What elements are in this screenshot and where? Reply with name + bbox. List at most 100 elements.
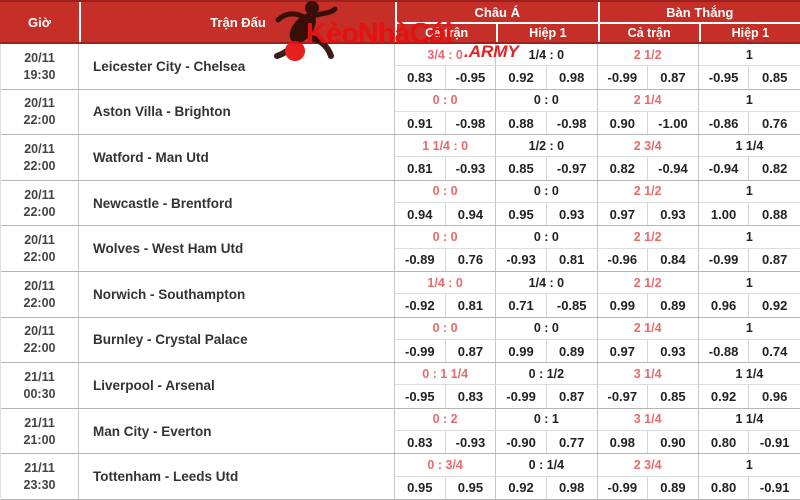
odds-goals-fulltime-over[interactable]: 0.97	[598, 203, 649, 226]
odds-asian-fulltime-away[interactable]: 0.83	[446, 385, 497, 408]
odds-goals-firsthalf-over[interactable]: -0.94	[699, 157, 750, 180]
odds-goals-firsthalf-under[interactable]: -0.91	[759, 480, 790, 496]
odds-asian-firsthalf-away[interactable]: 0.98	[547, 476, 598, 499]
odds-goals-firsthalf-over[interactable]: 0.92	[699, 385, 750, 408]
odds-asian-fulltime-home[interactable]: 0.95	[395, 476, 446, 499]
odds-goals-fulltime-under[interactable]: 0.85	[648, 385, 699, 408]
odds-asian-firsthalf-home[interactable]: 0.95	[496, 203, 547, 226]
odds-goals-fulltime-under[interactable]: 0.89	[648, 476, 699, 499]
handicap-asian-firsthalf: 0 : 0	[496, 226, 598, 249]
odds-asian-firsthalf-home[interactable]: -0.93	[496, 248, 547, 271]
odds-goals-fulltime-under[interactable]: 0.84	[648, 248, 699, 271]
odds-asian-firsthalf-away[interactable]: -0.97	[547, 157, 598, 180]
table-row: 20/11 19:30 Leicester City - Chelsea 3/4…	[1, 44, 800, 90]
odds-asian-firsthalf-home[interactable]: 0.71	[496, 294, 547, 317]
odds-goals-firsthalf-under[interactable]: 0.88	[762, 206, 788, 222]
odds-goals-firsthalf-under[interactable]: -0.91	[759, 434, 790, 450]
match-time: 22:00	[23, 295, 56, 310]
odds-asian-fulltime-home[interactable]: 0.83	[395, 66, 446, 89]
match-name[interactable]: Tottenham - Leeds Utd	[79, 454, 395, 499]
odds-goals-firsthalf-under[interactable]: 0.76	[762, 115, 788, 131]
odds-goals-fulltime-over[interactable]: 0.98	[598, 431, 649, 454]
odds-goals-firsthalf-over[interactable]: -0.99	[699, 248, 750, 271]
odds-asian-fulltime-away[interactable]: 0.81	[446, 294, 497, 317]
odds-goals-firsthalf-over[interactable]: 0.80	[699, 476, 750, 499]
table-row: 20/11 22:00 Aston Villa - Brighton 0 : 0…	[1, 89, 800, 136]
match-name[interactable]: Man City - Everton	[79, 408, 395, 454]
odds-goals-firsthalf-over[interactable]: -0.95	[699, 66, 750, 89]
odds-goals-fulltime-under[interactable]: 0.87	[648, 66, 699, 89]
subheader-goals-firsthalf: Hiệp 1	[698, 22, 800, 42]
odds-goals-firsthalf-over[interactable]: 0.96	[699, 294, 750, 317]
odds-asian-firsthalf-away[interactable]: -0.85	[547, 294, 598, 317]
handicap-asian-fulltime: 0 : 2	[395, 408, 497, 432]
match-name[interactable]: Norwich - Southampton	[79, 271, 395, 317]
odds-goals-fulltime-under[interactable]: -0.94	[648, 157, 699, 180]
odds-asian-fulltime-away[interactable]: -0.93	[446, 431, 497, 454]
odds-asian-fulltime-away[interactable]: 0.94	[446, 203, 497, 226]
odds-goals-fulltime-over[interactable]: 0.99	[598, 294, 649, 317]
odds-asian-fulltime-away[interactable]: -0.93	[446, 157, 497, 180]
odds-goals-firsthalf-under[interactable]: 0.92	[762, 297, 788, 313]
odds-goals-fulltime-under[interactable]: 0.93	[648, 339, 699, 363]
odds-goals-fulltime-over[interactable]: 0.90	[598, 111, 649, 135]
odds-asian-fulltime-away[interactable]: 0.95	[446, 476, 497, 499]
odds-asian-firsthalf-away[interactable]: 0.81	[547, 248, 598, 271]
odds-asian-fulltime-home[interactable]: 0.83	[395, 431, 446, 454]
odds-goals-fulltime-under[interactable]: -1.00	[648, 111, 699, 135]
odds-goals-fulltime-under[interactable]: 0.93	[648, 203, 699, 226]
handicap-goals-firsthalf: 1	[698, 44, 800, 67]
match-name[interactable]: Leicester City - Chelsea	[79, 44, 395, 89]
odds-goals-fulltime-under[interactable]: 0.89	[648, 294, 699, 317]
odds-asian-firsthalf-home[interactable]: -0.90	[496, 431, 547, 454]
odds-asian-fulltime-away[interactable]: -0.95	[446, 66, 497, 89]
odds-goals-firsthalf-over[interactable]: 1.00	[699, 203, 750, 226]
odds-goals-fulltime-over[interactable]: -0.97	[598, 385, 649, 408]
match-name[interactable]: Aston Villa - Brighton	[79, 89, 395, 135]
match-name[interactable]: Wolves - West Ham Utd	[79, 226, 395, 271]
odds-asian-fulltime-home[interactable]: -0.95	[395, 385, 446, 408]
odds-goals-firsthalf-under[interactable]: 0.74	[762, 343, 788, 359]
match-name[interactable]: Watford - Man Utd	[79, 135, 395, 180]
odds-asian-firsthalf-home[interactable]: 0.92	[496, 476, 547, 499]
odds-asian-fulltime-home[interactable]: 0.91	[395, 111, 446, 135]
odds-goals-fulltime-over[interactable]: -0.96	[598, 248, 649, 271]
odds-goals-firsthalf-under[interactable]: 0.85	[762, 69, 788, 85]
odds-asian-firsthalf-home[interactable]: 0.88	[496, 111, 547, 135]
odds-asian-firsthalf-home[interactable]: -0.99	[496, 385, 547, 408]
match-date: 20/11	[24, 233, 55, 248]
odds-goals-firsthalf-over[interactable]: -0.88	[699, 339, 750, 363]
odds-asian-firsthalf-away[interactable]: 0.77	[547, 431, 598, 454]
odds-goals-firsthalf-over[interactable]: -0.86	[699, 111, 750, 135]
odds-goals-fulltime-over[interactable]: 0.82	[598, 157, 649, 180]
odds-goals-fulltime-over[interactable]: -0.99	[598, 66, 649, 89]
odds-asian-fulltime-home[interactable]: -0.99	[395, 339, 446, 363]
odds-asian-firsthalf-home[interactable]: 0.92	[496, 66, 547, 89]
odds-asian-firsthalf-away[interactable]: 0.87	[547, 385, 598, 408]
match-time: 22:00	[23, 113, 56, 128]
match-name[interactable]: Newcastle - Brentford	[79, 180, 395, 226]
odds-goals-firsthalf-over[interactable]: 0.80	[699, 431, 750, 454]
odds-goals-firsthalf-under[interactable]: 0.87	[762, 252, 788, 268]
odds-goals-fulltime-under[interactable]: 0.90	[648, 431, 699, 454]
odds-asian-firsthalf-away[interactable]: -0.98	[547, 111, 598, 135]
match-name[interactable]: Burnley - Crystal Palace	[79, 317, 395, 363]
odds-asian-fulltime-away[interactable]: 0.76	[446, 248, 497, 271]
odds-goals-firsthalf-under[interactable]: 0.82	[762, 161, 788, 177]
odds-goals-fulltime-over[interactable]: -0.99	[598, 476, 649, 499]
odds-asian-firsthalf-away[interactable]: 0.93	[547, 203, 598, 226]
odds-goals-firsthalf-under[interactable]: 0.96	[762, 389, 788, 405]
odds-asian-fulltime-away[interactable]: -0.98	[446, 111, 497, 135]
odds-asian-fulltime-home[interactable]: 0.81	[395, 157, 446, 180]
odds-asian-firsthalf-home[interactable]: 0.85	[496, 157, 547, 180]
match-name[interactable]: Liverpool - Arsenal	[79, 363, 395, 408]
odds-asian-firsthalf-home[interactable]: 0.99	[496, 339, 547, 363]
odds-asian-fulltime-home[interactable]: -0.92	[395, 294, 446, 317]
odds-asian-fulltime-home[interactable]: 0.94	[395, 203, 446, 226]
odds-asian-fulltime-home[interactable]: -0.89	[395, 248, 446, 271]
odds-asian-fulltime-away[interactable]: 0.87	[446, 339, 497, 363]
odds-goals-fulltime-over[interactable]: 0.97	[598, 339, 649, 363]
match-time: 22:00	[23, 250, 56, 265]
odds-asian-firsthalf-away[interactable]: 0.89	[547, 339, 598, 363]
odds-asian-firsthalf-away[interactable]: 0.98	[547, 66, 598, 89]
